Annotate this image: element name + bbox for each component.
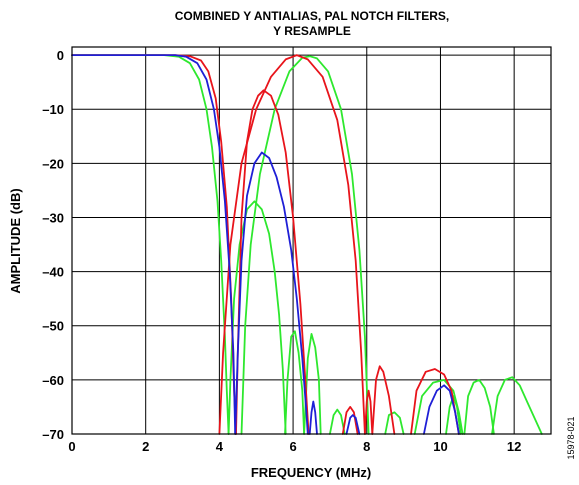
red-response-curve: [410, 368, 460, 435]
y-tick-label: –60: [42, 373, 64, 388]
green-response-curve: [329, 408, 346, 435]
grid: [72, 47, 551, 434]
red-response-curve: [341, 406, 359, 435]
x-tick-label: 6: [289, 439, 296, 454]
figure-id: 15978-021: [566, 416, 576, 459]
blue-response-curve: [234, 151, 309, 435]
x-tick-label: 10: [433, 439, 447, 454]
y-tick-label: –10: [42, 102, 64, 117]
blue-response-curve: [345, 414, 361, 435]
y-tick-label: –30: [42, 210, 64, 225]
green-response-curve: [491, 376, 543, 435]
green-response-curve: [240, 55, 370, 435]
chart-title-line-1: COMBINED Y ANTIALIAS, PAL NOTCH FILTERS,: [175, 9, 449, 23]
plot-area: [71, 54, 543, 435]
red-response-curve: [235, 89, 310, 435]
blue-response-curve: [71, 54, 237, 435]
plot-frame: [71, 46, 552, 435]
green-response-curve: [384, 411, 405, 435]
x-tick-label: 8: [363, 439, 370, 454]
green-response-curve: [71, 54, 230, 435]
green-response-curve: [303, 333, 322, 435]
x-tick-label: 2: [142, 439, 149, 454]
green-response-curve: [445, 395, 462, 435]
y-tick-label: –40: [42, 265, 64, 280]
y-tick-label: –50: [42, 319, 64, 334]
tick-labels: 0 2 4 6 8 10 12 0 –10 –20 –30 –40 –50 –60 –70: [42, 48, 521, 454]
x-tick-label: 4: [216, 439, 224, 454]
chart-title-line-2: Y RESAMPLE: [273, 24, 351, 38]
y-tick-label: 0: [57, 48, 64, 63]
red-response-curve: [364, 389, 374, 435]
x-tick-label: 12: [507, 439, 521, 454]
red-response-curve: [371, 365, 396, 435]
y-tick-label: –70: [42, 427, 64, 442]
red-response-curve: [218, 54, 366, 435]
y-tick-label: –20: [42, 156, 64, 171]
x-tick-label: 0: [68, 439, 75, 454]
y-axis-label: AMPLITUDE (dB): [8, 188, 23, 293]
green-response-curve: [413, 379, 464, 435]
x-axis-label: FREQUENCY (MHz): [251, 465, 371, 480]
blue-response-curve: [423, 384, 460, 435]
green-response-curve: [463, 379, 495, 435]
green-response-curve: [284, 330, 305, 435]
green-response-curve: [227, 200, 287, 435]
red-response-curve: [71, 54, 237, 435]
blue-response-curve: [308, 400, 318, 435]
